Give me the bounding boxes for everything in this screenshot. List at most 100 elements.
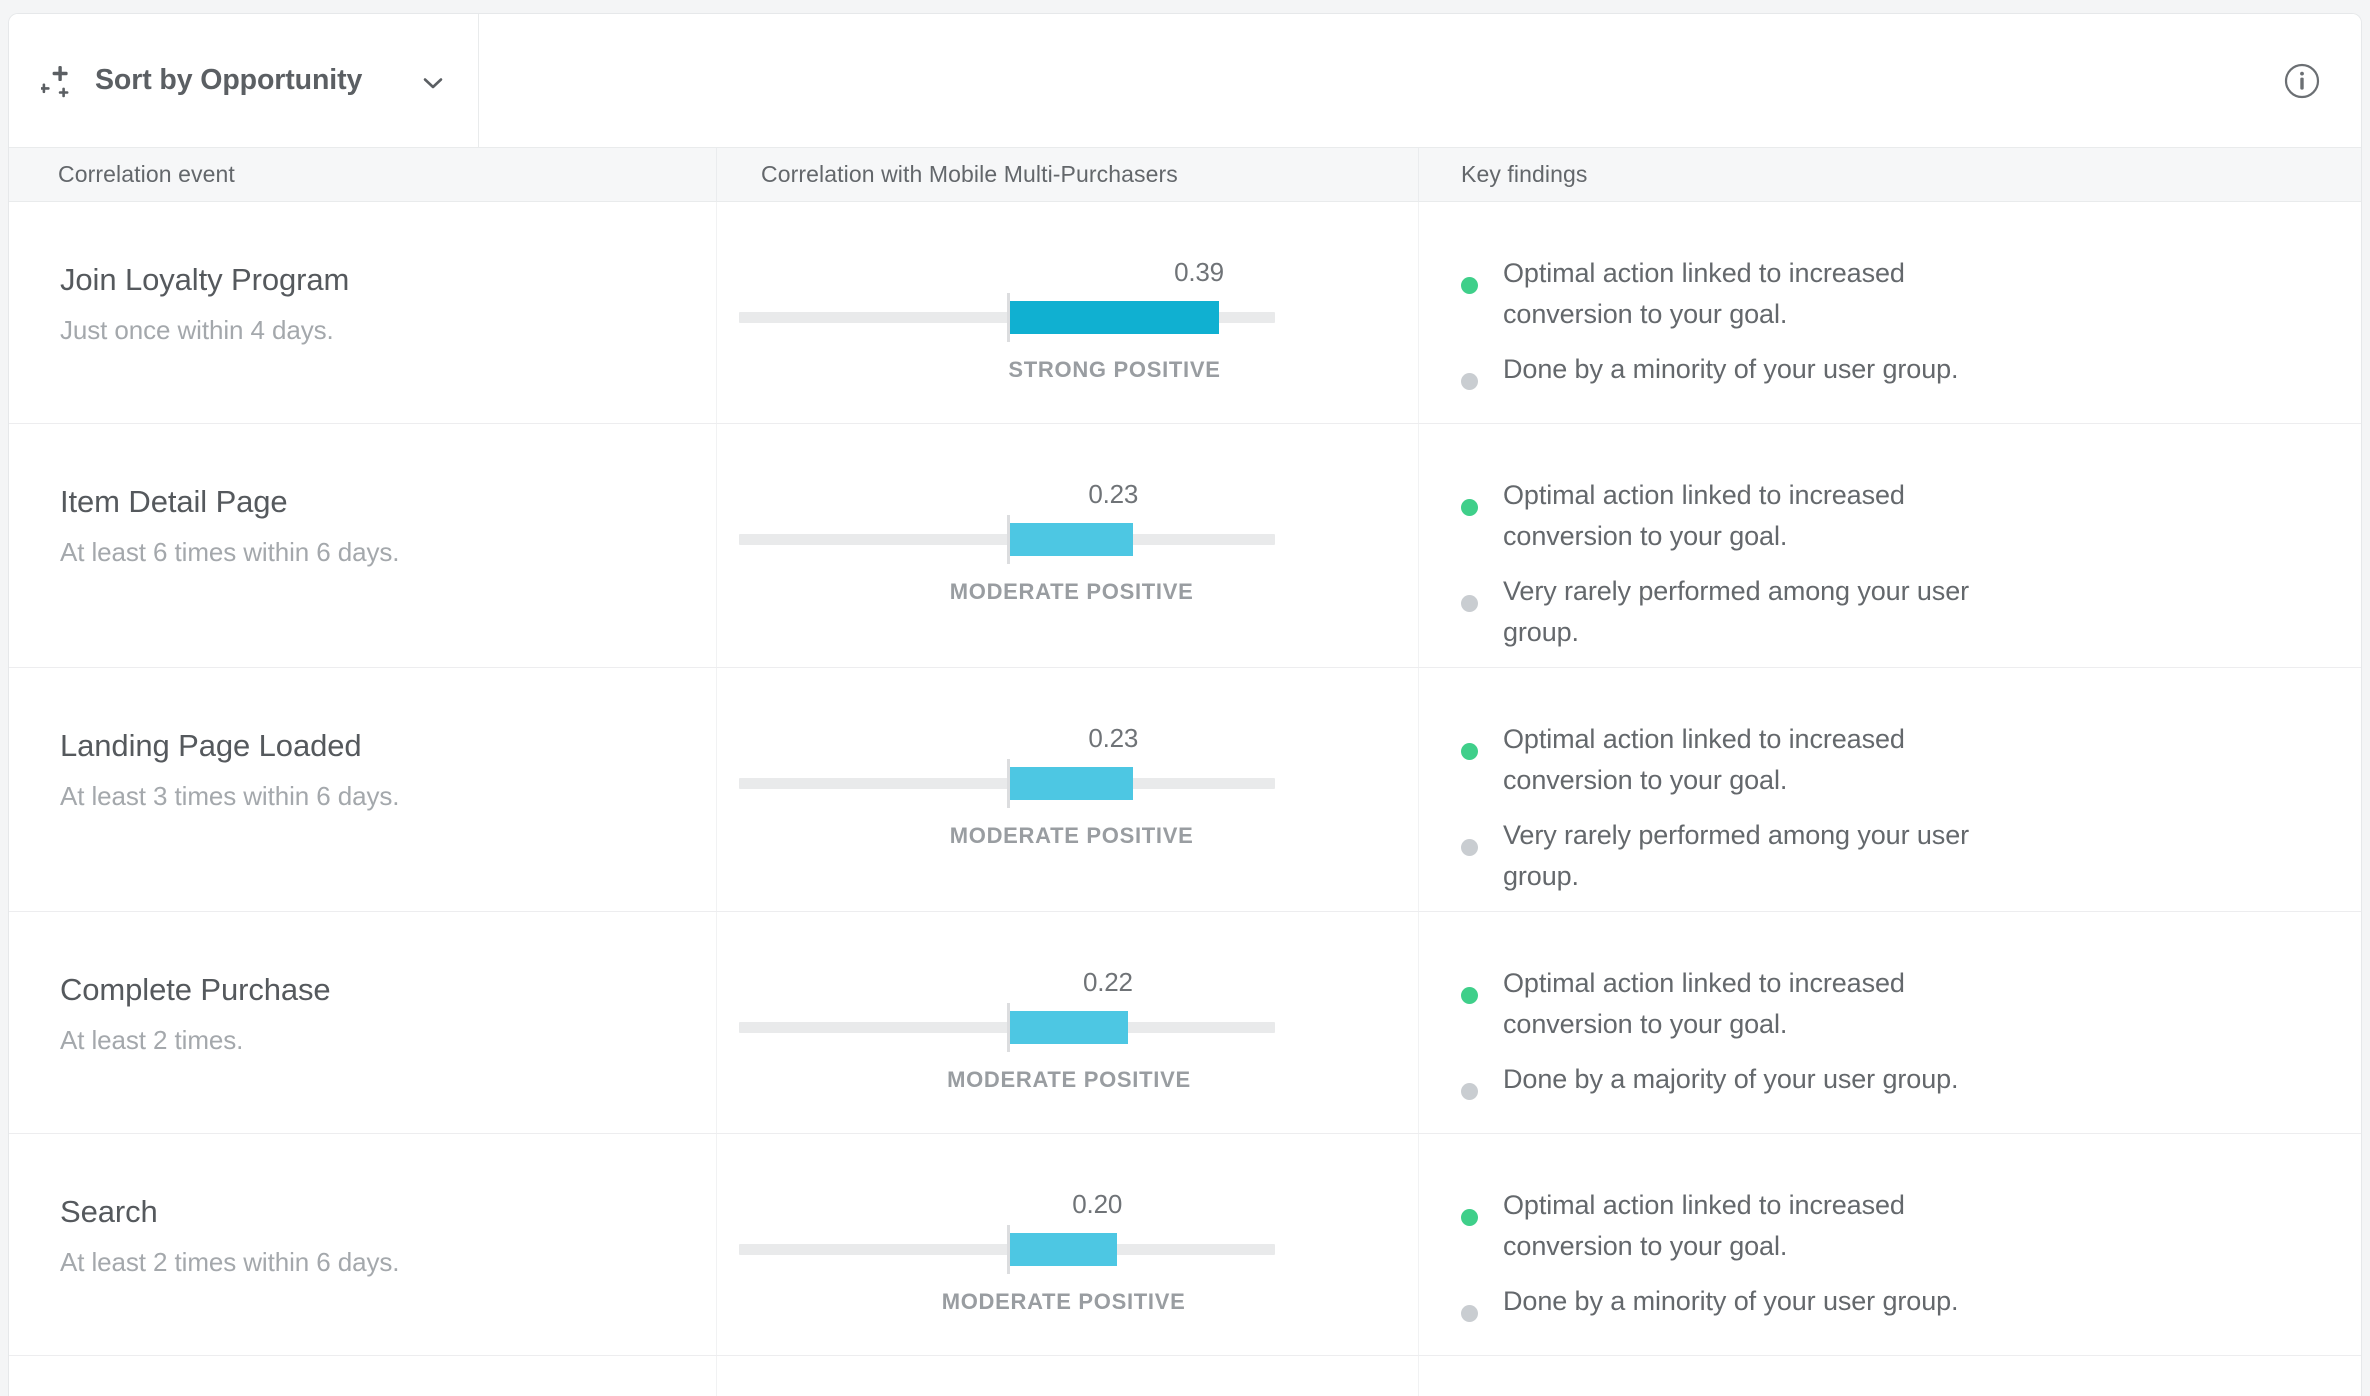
key-finding-item: Very rarely performed among your user gr… bbox=[1461, 815, 2301, 897]
status-dot-positive-icon bbox=[1461, 1209, 1478, 1227]
cell-correlation-event: Join Loyalty Program Just once within 4 d… bbox=[9, 202, 717, 423]
event-name: Join Loyalty Program bbox=[60, 262, 350, 297]
gauge-zero-tick bbox=[1007, 293, 1010, 342]
event-name: Item Detail Page bbox=[60, 484, 288, 519]
key-finding-text: Optimal action linked to increased conve… bbox=[1503, 480, 1905, 552]
table-row[interactable]: Abandon CartAt least 2 times within 6 da… bbox=[9, 1356, 2361, 1396]
key-finding-text: Optimal action linked to increased conve… bbox=[1503, 1190, 1905, 1262]
cell-key-findings: Optimal action linked to increased conve… bbox=[1419, 912, 2361, 1133]
key-finding-item: Optimal action linked to increased conve… bbox=[1461, 1185, 2301, 1267]
status-dot-neutral-icon bbox=[1461, 595, 1478, 613]
cell-correlation-event: Abandon CartAt least 2 times within 6 da… bbox=[9, 1356, 717, 1396]
event-name: Landing Page Loaded bbox=[60, 728, 362, 764]
column-header-key-findings: Key findings bbox=[1461, 161, 1588, 187]
table-body: Join Loyalty Program Just once within 4 d… bbox=[9, 202, 2361, 1396]
gauge-value-label: 0.20 bbox=[1072, 1189, 1123, 1220]
key-finding-text: Done by a majority of your user group. bbox=[1503, 1064, 1959, 1095]
table-row[interactable]: Complete Purchase At least 2 times. 0.22 MO… bbox=[9, 912, 2361, 1135]
gauge-zero-tick bbox=[1007, 515, 1010, 564]
key-finding-text: Very rarely performed among your user gr… bbox=[1503, 576, 1970, 648]
toolbar: Sort by Opportunity bbox=[9, 14, 2361, 147]
status-dot-positive-icon bbox=[1461, 743, 1478, 761]
gauge-value-label: 0.23 bbox=[1088, 479, 1139, 509]
key-finding-item: Optimal action linked to increased conve… bbox=[1461, 253, 2301, 335]
key-finding-text: Optimal action linked to increased conve… bbox=[1503, 968, 1905, 1040]
gauge-value-label: 0.22 bbox=[1083, 967, 1133, 998]
toolbar-spacer bbox=[479, 14, 2283, 147]
sort-cell: Sort by Opportunity bbox=[9, 14, 479, 147]
event-criteria: At least 2 times within 6 days. bbox=[60, 1246, 400, 1277]
table-row[interactable]: Join Loyalty Program Just once within 4 d… bbox=[9, 202, 2361, 424]
cell-correlation-gauge: 0.23 MODERATE POSITIVE bbox=[717, 424, 1419, 668]
cell-correlation-gauge: 0.22 MODERATE POSITIVE bbox=[717, 912, 1419, 1134]
gauge-strength-label: MODERATE POSITIVE bbox=[949, 823, 1194, 849]
cell-correlation-gauge: 0.20 MODERATE POSITIVE bbox=[717, 1134, 1419, 1356]
table-row[interactable]: Landing Page Loaded At least 3 times with… bbox=[9, 668, 2361, 913]
key-finding-text: Done by a minority of your user group. bbox=[1503, 1286, 1959, 1317]
event-criteria: At least 6 times within 6 days. bbox=[60, 536, 400, 567]
key-finding-item: Optimal action linked to increased conve… bbox=[1461, 719, 2301, 801]
correlation-card: Sort by Opportunity bbox=[8, 13, 2362, 1396]
status-dot-neutral-icon bbox=[1461, 839, 1478, 857]
cell-key-findings: Optimal action linked to increased conve… bbox=[1419, 424, 2361, 667]
sort-by-opportunity-button[interactable]: Sort by Opportunity bbox=[40, 61, 446, 102]
info-circle-icon[interactable] bbox=[2283, 62, 2321, 100]
correlation-gauge: 0.20 MODERATE POSITIVE bbox=[739, 1189, 1399, 1339]
cell-correlation-event: Complete Purchase At least 2 times. bbox=[9, 912, 717, 1134]
cell-correlation-event: Item Detail Page At least 6 times within … bbox=[9, 424, 717, 668]
correlation-gauge: 0.39 STRONG POSITIVE bbox=[739, 257, 1399, 407]
gauge-zero-tick bbox=[1007, 1003, 1010, 1053]
sort-button-label: Sort by Opportunity bbox=[95, 64, 363, 96]
key-finding-item: Optimal action linked to increased conve… bbox=[1461, 963, 2301, 1045]
status-dot-positive-icon bbox=[1461, 499, 1478, 516]
status-dot-neutral-icon bbox=[1461, 1083, 1478, 1101]
info-button[interactable] bbox=[2283, 14, 2361, 147]
sparkle-icon bbox=[40, 62, 81, 102]
event-criteria: Just once within 4 days. bbox=[60, 314, 334, 345]
key-finding-item: Done by a minority of your user group. bbox=[1461, 349, 2301, 391]
cell-key-findings: Optimal action linked to increased conve… bbox=[1419, 668, 2361, 911]
key-finding-item: Done by a majority of your user group. bbox=[1461, 1059, 2301, 1101]
event-criteria: At least 3 times within 6 days. bbox=[60, 780, 400, 811]
correlation-gauge: 0.23 MODERATE POSITIVE bbox=[739, 723, 1399, 873]
status-dot-neutral-icon bbox=[1461, 1305, 1478, 1323]
gauge-value-label: 0.39 bbox=[1174, 257, 1224, 287]
column-header-correlation-with-cohort: Correlation with Mobile Multi-Purchasers bbox=[717, 148, 1419, 201]
cell-correlation-event: Landing Page Loaded At least 3 times with… bbox=[9, 668, 717, 912]
key-finding-text: Optimal action linked to increased conve… bbox=[1503, 724, 1905, 796]
table-row[interactable]: Search At least 2 times within 6 days. 0.2… bbox=[9, 1134, 2361, 1357]
key-finding-text: Done by a minority of your user group. bbox=[1503, 354, 1959, 385]
status-dot-neutral-icon bbox=[1461, 373, 1478, 391]
correlation-gauge: 0.23 MODERATE POSITIVE bbox=[739, 479, 1399, 629]
table-row[interactable]: Item Detail Page At least 6 times within … bbox=[9, 424, 2361, 669]
cell-key-findings: Optimal action linked to increased conve… bbox=[1419, 202, 2361, 423]
status-dot-positive-icon bbox=[1461, 277, 1478, 294]
gauge-value-label: 0.23 bbox=[1088, 723, 1139, 754]
cell-key-findings: Optimal action linked to increased conve… bbox=[1419, 1356, 2361, 1396]
column-header-correlation-event: Correlation event bbox=[9, 148, 717, 201]
cell-correlation-gauge: 0.39 STRONG POSITIVE bbox=[717, 202, 1419, 423]
cell-key-findings: Optimal action linked to increased conve… bbox=[1419, 1134, 2361, 1355]
gauge-zero-tick bbox=[1007, 759, 1010, 809]
chevron-down-icon bbox=[420, 70, 446, 96]
status-dot-positive-icon bbox=[1461, 987, 1478, 1005]
gauge-zero-tick bbox=[1007, 1225, 1010, 1275]
key-finding-item: Done by a minority of your user group. bbox=[1461, 1281, 2301, 1323]
event-criteria: At least 2 times. bbox=[60, 1024, 244, 1055]
gauge-strength-label: MODERATE POSITIVE bbox=[949, 579, 1194, 604]
cell-correlation-gauge: 0.21MODERATE POSITIVE bbox=[717, 1356, 1419, 1396]
key-finding-item: Very rarely performed among your user gr… bbox=[1461, 571, 2301, 653]
gauge-bar bbox=[1010, 523, 1134, 556]
gauge-bar bbox=[1010, 1233, 1118, 1267]
gauge-bar bbox=[1010, 301, 1220, 334]
key-finding-text: Optimal action linked to increased conve… bbox=[1503, 258, 1905, 330]
correlation-gauge: 0.22 MODERATE POSITIVE bbox=[739, 967, 1399, 1117]
event-name: Search bbox=[60, 1194, 158, 1230]
key-finding-item: Optimal action linked to increased conve… bbox=[1461, 475, 2301, 557]
cell-correlation-event: Search At least 2 times within 6 days. bbox=[9, 1134, 717, 1356]
gauge-strength-label: MODERATE POSITIVE bbox=[947, 1067, 1191, 1093]
gauge-strength-label: STRONG POSITIVE bbox=[1008, 357, 1221, 382]
gauge-bar bbox=[1010, 1011, 1128, 1045]
table-header-row: Correlation event Correlation with Mobil… bbox=[9, 147, 2361, 202]
